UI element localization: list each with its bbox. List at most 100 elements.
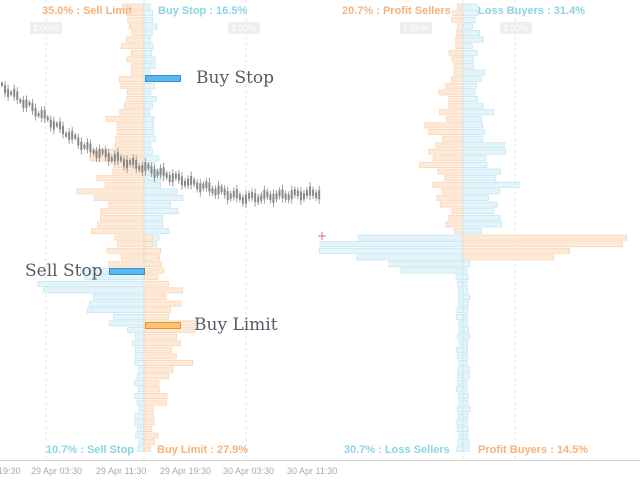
candle-body	[113, 154, 116, 162]
histogram-bar	[130, 49, 145, 56]
candle-body	[306, 190, 308, 197]
histogram-bar	[143, 3, 151, 10]
candle-body	[257, 196, 260, 203]
candle-body	[187, 178, 190, 186]
histogram-bar	[462, 155, 487, 162]
histogram-bar	[457, 23, 464, 30]
candle-body	[193, 179, 196, 185]
candle-body	[208, 182, 211, 192]
candle-body	[199, 183, 202, 193]
histogram-bar	[458, 360, 464, 366]
histogram-bar	[462, 340, 468, 347]
candle-body	[184, 180, 186, 186]
histogram-bar	[143, 360, 193, 366]
histogram-bar	[462, 261, 470, 267]
histogram-bar	[455, 346, 464, 353]
histogram-bar	[134, 412, 145, 419]
histogram-bar	[138, 439, 145, 446]
histogram-bar	[462, 148, 507, 155]
histogram-bar	[456, 419, 464, 426]
histogram-bar	[458, 294, 464, 300]
histogram-bar	[456, 313, 464, 320]
histogram-bar	[462, 129, 486, 135]
histogram-bar	[462, 412, 469, 419]
histogram-bar	[143, 340, 181, 347]
candle-body	[86, 141, 89, 150]
histogram-bar	[130, 69, 145, 76]
histogram-bar	[462, 214, 501, 221]
histogram-bar	[462, 307, 469, 314]
candle-body	[46, 116, 49, 121]
histogram-bar	[43, 287, 145, 294]
histogram-bar	[108, 320, 145, 327]
candle-body	[302, 193, 305, 200]
histogram-bar	[143, 208, 179, 215]
histogram-bar	[457, 366, 464, 373]
histogram-bar	[419, 162, 464, 168]
histogram-bar	[143, 432, 159, 439]
histogram-bar	[451, 208, 464, 215]
histogram-bar	[444, 175, 464, 182]
histogram-bar	[143, 115, 155, 122]
histogram-bar	[143, 412, 155, 419]
histogram-bar	[89, 300, 145, 307]
histogram-bar	[143, 399, 168, 406]
histogram-bar	[357, 234, 464, 241]
histogram-bar	[462, 432, 469, 439]
buy-limit-percent-label: Buy Limit : 27.9%	[157, 444, 249, 456]
histogram-bar	[462, 63, 475, 69]
candle-body	[107, 153, 110, 162]
candle-body	[43, 110, 46, 119]
histogram-bar	[96, 175, 145, 182]
candle-body	[229, 193, 232, 199]
sell-stop-marker	[109, 268, 145, 275]
histogram-bar	[462, 96, 479, 102]
histogram-bar	[451, 76, 464, 83]
candle-body	[132, 157, 135, 166]
histogram-bar	[114, 142, 145, 149]
candle-body	[37, 112, 40, 117]
histogram-bar	[462, 333, 471, 340]
histogram-bar	[462, 346, 468, 353]
histogram-bar	[143, 274, 159, 281]
histogram-bar	[126, 89, 145, 96]
histogram-bar	[143, 294, 167, 300]
histogram-bar	[143, 109, 151, 116]
histogram-bar	[462, 69, 486, 76]
candle-body	[104, 149, 107, 158]
histogram-bar	[104, 181, 145, 188]
histogram-bar	[138, 366, 145, 373]
histogram-bar	[462, 109, 494, 116]
candle-body	[235, 189, 238, 199]
histogram-bar	[462, 142, 505, 149]
histogram-bar	[143, 63, 156, 69]
histogram-bar	[462, 280, 468, 287]
scale-tag: 1.00%	[400, 22, 432, 34]
histogram-bar	[400, 267, 464, 274]
candle-body	[77, 137, 80, 146]
histogram-bar	[76, 188, 145, 195]
candle-body	[101, 149, 104, 154]
histogram-bar	[462, 115, 482, 122]
candle-body	[49, 119, 52, 128]
candle-body	[293, 189, 296, 196]
histogram-bar	[93, 195, 145, 201]
histogram-bar	[457, 379, 464, 386]
histogram-bar	[143, 30, 153, 36]
histogram-bar	[134, 419, 145, 426]
candle-body	[248, 193, 251, 199]
histogram-bar	[462, 82, 477, 89]
histogram-bar	[455, 36, 464, 43]
candle-body	[95, 150, 98, 159]
histogram-bar	[123, 102, 145, 109]
histogram-bar	[462, 419, 468, 426]
histogram-bar	[453, 69, 464, 76]
histogram-bar	[462, 36, 484, 43]
histogram-bar	[462, 3, 478, 10]
histogram-bar	[455, 43, 464, 50]
candle-body	[251, 191, 254, 199]
histogram-bar	[143, 247, 162, 254]
histogram-bar	[462, 327, 469, 333]
